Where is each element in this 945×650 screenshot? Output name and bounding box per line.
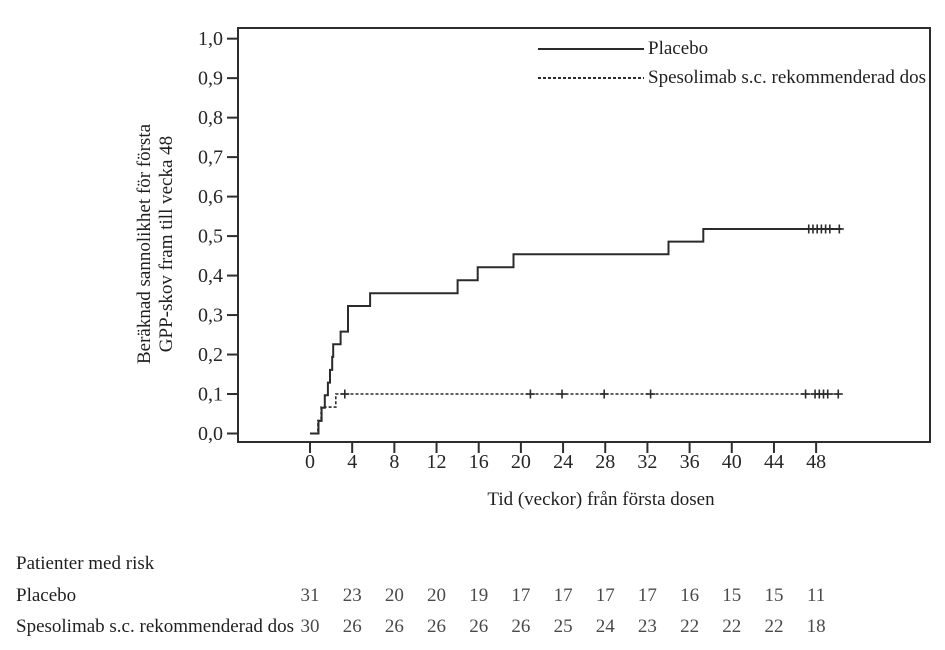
risk-count: 31 [300, 585, 320, 606]
x-tick-label: 44 [764, 451, 784, 473]
solid-line-icon [538, 48, 644, 50]
y-tick-label: 0,3 [198, 305, 223, 327]
y-tick-label: 0,1 [198, 384, 223, 406]
risk-count: 26 [342, 616, 362, 637]
x-tick-label: 16 [469, 451, 489, 473]
x-tick-label: 28 [595, 451, 615, 473]
x-tick-label: 36 [680, 451, 700, 473]
legend-item-placebo: Placebo [538, 37, 926, 61]
risk-row-label: Spesolimab s.c. rekommenderad dos [16, 616, 295, 637]
y-axis-title: Beräknad sannolikhet för första GPP-skov… [134, 29, 180, 459]
risk-count: 20 [384, 585, 404, 606]
x-tick-label: 0 [305, 451, 315, 473]
x-tick-label: 20 [511, 451, 531, 473]
risk-count: 15 [722, 585, 742, 606]
risk-count: 17 [511, 585, 531, 606]
x-axis-title: Tid (veckor) från första dosen [487, 489, 715, 510]
risk-count: 26 [469, 616, 489, 637]
risk-count: 18 [806, 616, 826, 637]
y-tick-label: 0,6 [198, 186, 223, 208]
series-curve-spesolimab [310, 393, 840, 435]
risk-count: 20 [427, 585, 447, 606]
y-tick-label: 0,8 [198, 107, 223, 129]
x-tick-label: 24 [553, 451, 573, 473]
x-tick-label: 48 [806, 451, 826, 473]
risk-count: 19 [469, 585, 489, 606]
risk-count: 17 [637, 585, 657, 606]
risk-count: 17 [595, 585, 615, 606]
y-tick-label: 0,2 [198, 344, 223, 366]
y-tick-label: 1,0 [198, 28, 223, 50]
risk-count: 24 [595, 616, 615, 637]
risk-count: 22 [764, 616, 784, 637]
risk-count: 30 [300, 616, 320, 637]
risk-count: 26 [384, 616, 404, 637]
risk-count: 17 [553, 585, 573, 606]
risk-count: 11 [806, 585, 826, 606]
dotted-line-icon [538, 77, 644, 79]
y-tick-label: 0,9 [198, 68, 223, 90]
y-axis-title-line2: GPP-skov fram till vecka 48 [156, 135, 177, 353]
risk-count: 22 [722, 616, 742, 637]
y-tick-label: 0,5 [198, 226, 223, 248]
risk-count: 26 [511, 616, 531, 637]
series-curve-placebo [310, 228, 842, 435]
risk-count: 23 [637, 616, 657, 637]
x-tick-label: 4 [347, 451, 357, 473]
risk-row-label: Placebo [16, 585, 77, 606]
legend: Placebo Spesolimab s.c. rekommenderad do… [538, 37, 926, 95]
x-tick-label: 40 [722, 451, 742, 473]
legend-item-spesolimab: Spesolimab s.c. rekommenderad dos [538, 66, 926, 90]
risk-count: 22 [680, 616, 700, 637]
y-tick-label: 0,0 [198, 423, 223, 445]
km-chart-canvas: 0,00,10,20,30,40,50,60,70,80,91,00 4 8 12 16… [198, 27, 931, 473]
x-tick-label: 8 [389, 451, 399, 473]
legend-label-spesolimab: Spesolimab s.c. rekommenderad dos [648, 67, 927, 88]
risk-count: 25 [553, 616, 573, 637]
y-axis-title-line1: Beräknad sannolikhet för första [134, 123, 155, 365]
plot-border [237, 27, 931, 443]
risk-count: 16 [680, 585, 700, 606]
risk-count: 15 [764, 585, 784, 606]
risk-count: 23 [342, 585, 362, 606]
risk-count: 26 [427, 616, 447, 637]
x-tick-label: 12 [427, 451, 447, 473]
y-tick-label: 0,7 [198, 147, 223, 169]
risk-table-title: Patienter med risk [16, 553, 155, 574]
y-tick-label: 0,4 [198, 265, 223, 287]
legend-label-placebo: Placebo [648, 38, 709, 59]
x-tick-label: 32 [637, 451, 657, 473]
